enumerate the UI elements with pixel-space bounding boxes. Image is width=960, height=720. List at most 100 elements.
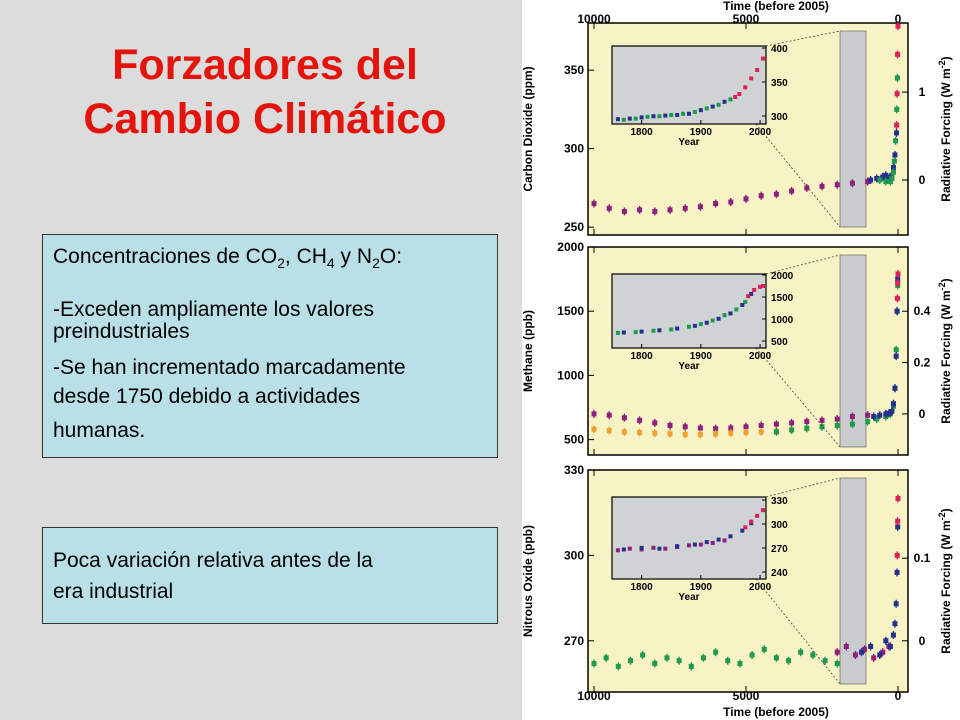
inset-data-point	[651, 114, 656, 119]
y-tick-label: 350	[564, 63, 584, 77]
data-point	[877, 177, 883, 183]
data-point	[894, 91, 900, 97]
forcing-axis-title-text: Radiative Forcing (W m	[939, 520, 953, 653]
data-point	[893, 138, 899, 144]
data-point	[883, 172, 889, 178]
data-point	[894, 106, 900, 112]
inset-series-ch4-0	[615, 299, 748, 335]
data-point	[892, 152, 898, 158]
forcing-tick-label: 0	[919, 407, 926, 421]
inset-x-tick-label: 1800	[630, 351, 653, 362]
data-point	[697, 431, 703, 437]
data-point	[688, 663, 694, 669]
inset-n2o: 1800 1900 2000 Year 240 270 300 330	[611, 477, 841, 685]
y-tick-label: 300	[564, 142, 584, 156]
data-point	[894, 295, 900, 301]
data-point	[621, 208, 627, 214]
data-point	[606, 412, 612, 418]
forcing-axis-title-text: Radiative Forcing (W m	[939, 68, 953, 201]
data-point	[682, 424, 688, 430]
inset-data-point	[615, 117, 620, 122]
data-point	[892, 621, 898, 627]
y-axis-title-ch4: Methane (ppb)	[522, 310, 535, 392]
data-point	[606, 205, 612, 211]
data-point	[895, 271, 901, 277]
data-point	[891, 158, 897, 164]
forcing-axis-title-close: )	[939, 56, 953, 60]
data-point	[893, 347, 899, 353]
data-point	[893, 130, 899, 136]
forcing-tick-label: 0.2	[914, 356, 931, 370]
inset-data-point	[704, 320, 709, 325]
inset-data-point	[681, 111, 686, 116]
data-point	[652, 420, 658, 426]
data-point	[652, 661, 658, 667]
data-point	[697, 204, 703, 210]
data-point	[893, 353, 899, 359]
inset-y-tick-label: 1500	[771, 293, 794, 304]
panel-n2o: Nitrous Oxide (ppb) 270 300 330 0 0.1 Radiativ…	[522, 463, 953, 693]
forcing-tick-label: 0	[919, 173, 926, 187]
inset-data-point	[657, 328, 662, 333]
data-point	[713, 649, 719, 655]
inset-data-point	[627, 546, 632, 551]
data-point	[789, 188, 795, 194]
series-co2-3	[894, 22, 901, 130]
data-point	[637, 430, 643, 436]
inset-data-point	[752, 287, 757, 292]
y-tick-label: 1000	[557, 368, 584, 382]
inset-data-point	[675, 544, 680, 549]
data-point	[887, 643, 893, 649]
data-point	[773, 429, 779, 435]
data-point	[859, 649, 865, 655]
inset-data-point	[669, 113, 674, 117]
inset-data-point	[737, 92, 742, 96]
inset-data-point	[639, 115, 644, 120]
data-point	[892, 385, 898, 391]
data-point	[603, 655, 609, 661]
inset-y-tick-label: 1000	[771, 315, 794, 326]
data-point	[591, 411, 597, 417]
inset-data-point	[639, 545, 644, 550]
inset-data-point	[615, 548, 620, 553]
data-point	[849, 180, 855, 186]
inset-data-point	[687, 543, 691, 548]
inset-x-axis-title: Year	[678, 592, 699, 603]
inset-data-point	[663, 113, 668, 118]
y-tick-label: 2000	[557, 240, 584, 254]
inset-y-tick-label: 350	[771, 78, 788, 89]
heading-text-o: O:	[379, 245, 403, 268]
data-point	[682, 205, 688, 211]
inset-y-tick-label: 300	[771, 112, 788, 123]
data-point	[667, 422, 673, 428]
forcing-axis-title-ch4: Radiative Forcing (W m-2)	[937, 278, 953, 423]
inset-data-point	[743, 525, 748, 530]
data-point	[713, 431, 719, 437]
inset-x-tick-label: 2000	[749, 351, 772, 362]
inset-data-point	[621, 547, 626, 552]
inset-data-point	[722, 99, 727, 104]
inset-y-tick-label: 400	[771, 44, 788, 55]
forcing-axis-title-close: )	[939, 508, 953, 512]
forcing-axis-title-sup: -2	[937, 282, 947, 290]
data-point	[895, 524, 901, 530]
top-time-axis-title: Time (before 2005)	[723, 0, 829, 13]
data-point	[849, 421, 855, 427]
data-point	[862, 646, 868, 652]
y-tick-label: 500	[564, 433, 584, 447]
box1-line-5: desde 1750 debido a actividades	[53, 385, 361, 408]
data-point	[606, 428, 612, 434]
data-point	[728, 199, 734, 205]
inset-data-point	[755, 68, 760, 72]
data-point	[868, 177, 874, 183]
forcing-axis-title-n2o: Radiative Forcing (W m-2)	[937, 508, 953, 653]
data-point	[591, 426, 597, 432]
inset-y-tick-label: 330	[771, 496, 788, 507]
forcing-tick-label: 0	[919, 634, 926, 648]
inset-data-point	[645, 114, 650, 119]
data-point	[728, 430, 734, 436]
inset-series-n2o-2	[743, 508, 766, 530]
box2-line-1: Poca variación relativa antes de la	[53, 549, 373, 572]
data-point	[713, 201, 719, 207]
inset-data-point	[749, 291, 754, 296]
